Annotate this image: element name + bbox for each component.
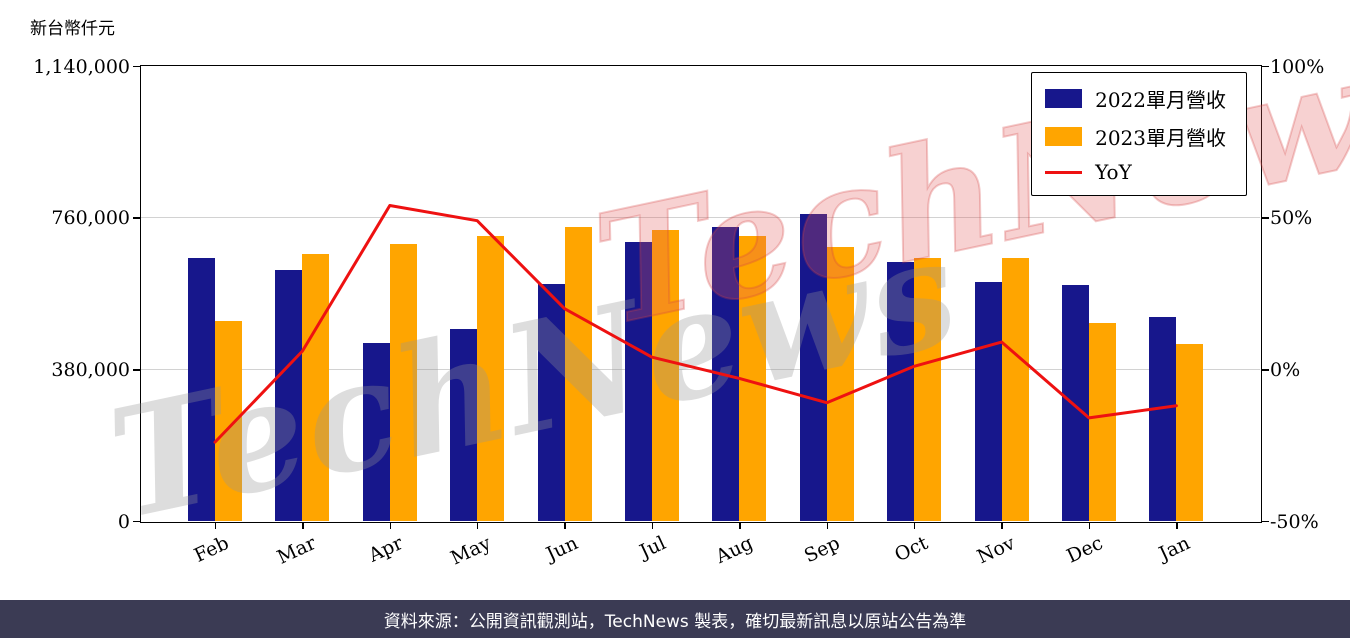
y-tick-mark-right: [1262, 65, 1269, 68]
x-tick-label: Sep: [801, 532, 844, 568]
y-tick-label-left: 760,000: [51, 207, 130, 230]
y-tick-label-right: 50%: [1270, 207, 1313, 230]
yoy-line: [213, 204, 1178, 444]
bar-2023: [1176, 344, 1204, 521]
x-tick-mark: [1088, 523, 1091, 529]
footer-bar: 資料來源：公開資訊觀測站，TechNews 製表，確切最新訊息以原站公告為準: [0, 600, 1350, 638]
y-tick-mark-right: [1262, 520, 1269, 523]
gridline: [141, 217, 1260, 219]
legend: 2022單月營收 2023單月營收 YoY: [1031, 72, 1247, 196]
bars-layer: [141, 66, 1260, 521]
x-tick-mark: [826, 523, 829, 529]
x-tick-mark: [389, 523, 392, 529]
x-tick-label: Aug: [712, 532, 757, 569]
y-axis-title: 新台幣仟元: [30, 19, 115, 39]
legend-item: 2023單月營收: [1045, 122, 1226, 151]
y-tick-mark-left: [133, 65, 140, 68]
x-tick-label: Jul: [635, 532, 669, 563]
bar-2023: [826, 246, 854, 521]
x-tick-mark: [651, 523, 654, 529]
x-tick-label: May: [447, 532, 494, 570]
bar-2022: [1062, 284, 1089, 521]
x-tick-label: Jun: [543, 532, 582, 566]
x-tick-mark: [1176, 523, 1178, 529]
y-tick-label-right: -50%: [1270, 510, 1319, 533]
legend-label: 2022單月營收: [1095, 88, 1226, 112]
x-tick-mark: [302, 523, 304, 529]
y-tick-label-left: 0: [117, 510, 130, 533]
bar-2023: [1001, 258, 1029, 521]
bar-2022: [799, 213, 827, 521]
x-tick-mark: [1001, 523, 1003, 529]
x-tick-label: Jan: [1155, 532, 1194, 566]
y-tick-mark-left: [133, 369, 140, 371]
bar-2022: [450, 329, 478, 521]
legend-line-swatch: [1045, 170, 1083, 174]
x-tick-mark: [913, 523, 916, 529]
x-tick-label: Apr: [365, 532, 407, 567]
bar-2023: [1089, 322, 1116, 521]
bar-2023: [914, 258, 942, 521]
x-tick-mark: [564, 523, 566, 529]
y-tick-mark-right: [1262, 369, 1269, 371]
y-tick-mark-left: [133, 217, 140, 219]
legend-label: YoY: [1095, 160, 1132, 184]
bar-2022: [887, 261, 915, 521]
x-tick-label: Dec: [1062, 532, 1106, 568]
legend-label: 2023單月營收: [1095, 126, 1226, 150]
bar-2022: [974, 281, 1002, 521]
x-tick-label: Nov: [973, 532, 1019, 569]
legend-color-swatch: [1045, 89, 1083, 108]
bar-2022: [1149, 317, 1177, 521]
bar-2023: [215, 321, 242, 521]
x-tick-mark: [739, 523, 741, 529]
y-tick-mark-left: [133, 520, 140, 523]
footer-text: 資料來源：公開資訊觀測站，TechNews 製表，確切最新訊息以原站公告為準: [383, 611, 967, 632]
bar-2023: [564, 226, 592, 521]
bar-2022: [275, 269, 303, 521]
chart-area: 2022單月營收 2023單月營收 YoY: [140, 65, 1262, 523]
legend-color-swatch: [1045, 127, 1083, 146]
bar-2023: [302, 254, 330, 521]
x-tick-label: Mar: [273, 532, 320, 569]
x-tick-mark: [214, 523, 217, 529]
y-tick-label-left: 380,000: [51, 358, 130, 381]
legend-item: 2022單月營收: [1045, 84, 1226, 113]
legend-item: YoY: [1045, 160, 1226, 184]
bar-2022: [625, 242, 652, 521]
y-tick-label-right: 100%: [1270, 55, 1325, 78]
bar-2023: [652, 229, 679, 521]
x-tick-label: Feb: [190, 532, 232, 567]
y-tick-mark-right: [1262, 217, 1269, 219]
bar-2022: [362, 343, 390, 521]
x-tick-mark: [476, 523, 479, 529]
bar-2023: [477, 235, 505, 521]
y-tick-label-left: 1,140,000: [33, 55, 130, 78]
bar-2023: [389, 244, 417, 521]
bar-2022: [537, 283, 565, 521]
bar-2022: [188, 257, 215, 521]
x-tick-label: Oct: [891, 532, 931, 567]
y-tick-label-right: 0%: [1270, 358, 1301, 381]
